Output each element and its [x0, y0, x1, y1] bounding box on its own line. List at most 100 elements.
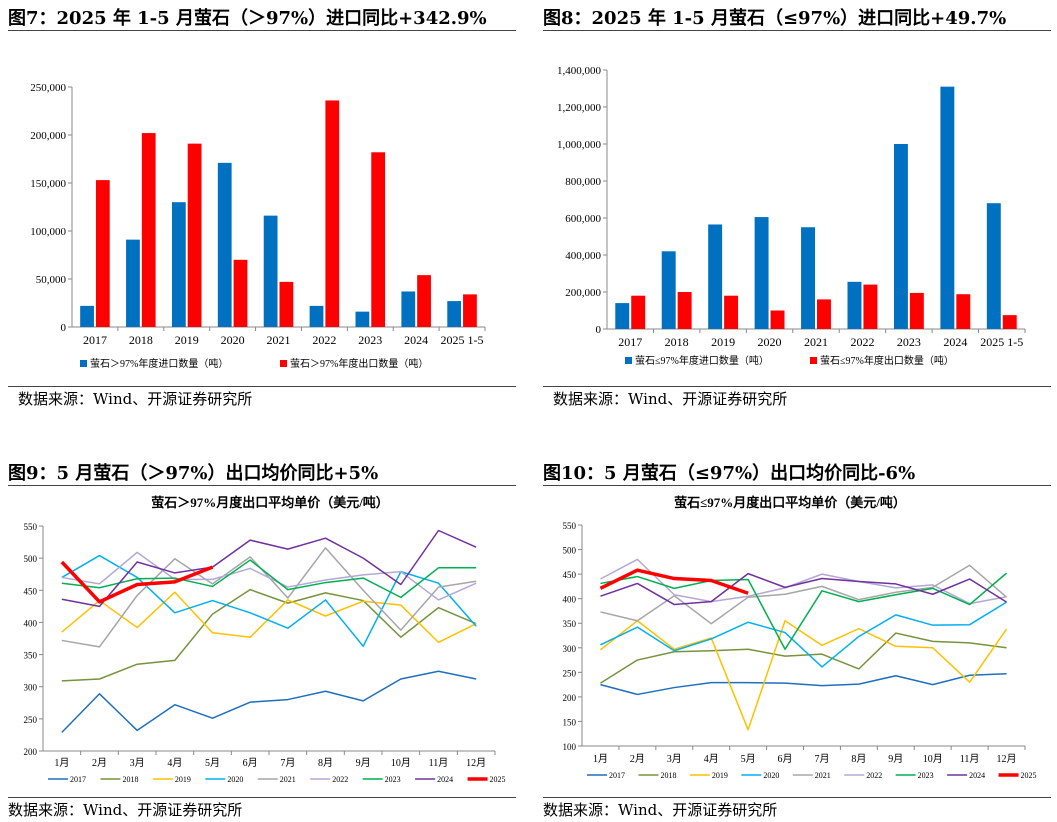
x-tick-label: 2024 — [404, 333, 428, 347]
title-divider — [8, 30, 516, 31]
x-tick-label: 2024 — [943, 335, 967, 349]
bar-萤石＞97%年度进口数量（吨）-2019 — [171, 202, 186, 327]
legend-label: 2025 — [1021, 771, 1037, 780]
chart-0: 0 50,000 100,000 150,000 200,000 250,000 2017 2… — [30, 82, 486, 370]
bar-萤石≤97%年度出口数量（吨）-2023 — [909, 292, 924, 329]
bar-萤石≤97%年度进口数量（吨）-2018 — [661, 251, 676, 329]
bar-萤石≤97%年度进口数量（吨）-2021 — [801, 227, 815, 329]
chart-2: 萤石＞97%月度出口平均单价（美元/吨） 200 250 300 350 400 450 50… — [24, 495, 506, 784]
legend-label: 2024 — [437, 775, 453, 784]
chart-title: 萤石＞97%月度出口平均单价（美元/吨） — [151, 495, 389, 510]
x-tick-label: 10月 — [923, 753, 943, 765]
series-line-2025 — [60, 560, 214, 604]
legend-label: 2023 — [918, 771, 934, 780]
bar-萤石＞97%年度进口数量（吨）-2024 — [401, 291, 416, 327]
bar-萤石＞97%年度进口数量（吨）-2023 — [355, 311, 370, 327]
bar-萤石≤97%年度进口数量（吨）-2024 — [940, 86, 955, 330]
y-tick-label: 250 — [563, 668, 577, 678]
y-tick-label: 250,000 — [30, 82, 66, 94]
figure-10-source: 数据来源：Wind、开源证券研究所 — [543, 801, 778, 819]
y-tick-label: 100 — [563, 742, 577, 752]
x-tick-label: 2月 — [630, 753, 645, 765]
figure-9-source: 数据来源：Wind、开源证券研究所 — [8, 801, 243, 819]
series-line-2021 — [600, 564, 1008, 625]
y-tick-label: 200,000 — [565, 287, 601, 299]
series-line-2023 — [61, 559, 477, 599]
y-tick-label: 800,000 — [565, 176, 601, 188]
bar-萤石≤97%年度出口数量（吨）-2019 — [724, 295, 739, 329]
series-line-2018 — [61, 588, 477, 682]
legend-label: 2024 — [969, 771, 985, 780]
legend-swatch — [80, 360, 87, 367]
bar-萤石≤97%年度进口数量（吨）-2019 — [708, 224, 723, 329]
y-tick-label: 400 — [563, 595, 577, 605]
bar-萤石＞97%年度出口数量（吨）-2024 — [417, 275, 431, 327]
bar-萤石＞97%年度出口数量（吨）-2017 — [95, 180, 110, 327]
bar-萤石≤97%年度出口数量（吨）-2017 — [631, 295, 646, 329]
x-tick-label: 7月 — [814, 753, 829, 765]
y-tick-label: 400 — [24, 618, 38, 628]
y-tick-label: 450 — [24, 586, 38, 596]
y-tick-label: 300 — [563, 644, 577, 654]
legend-label: 2018 — [660, 771, 676, 780]
bar-萤石≤97%年度出口数量（吨）-2024 — [956, 294, 971, 329]
x-tick-label: 1月 — [54, 757, 69, 769]
series-line-2024 — [61, 529, 477, 608]
legend-label: 2025 — [490, 775, 506, 784]
x-tick-label: 1月 — [593, 753, 608, 765]
bar-萤石＞97%年度出口数量（吨）-2021 — [279, 281, 294, 327]
legend-label: 2020 — [763, 771, 779, 780]
legend-label: 2018 — [122, 775, 138, 784]
figure-7-title: 图7：2025 年 1-5 月萤石（＞97%）进口同比+342.9% — [8, 8, 487, 29]
x-tick-label: 8月 — [851, 753, 866, 765]
x-tick-label: 2021 — [804, 335, 828, 349]
series-line-2019 — [61, 591, 477, 644]
x-tick-label: 6月 — [778, 753, 793, 765]
chart-title: 萤石≤97%月度出口平均单价（美元/吨） — [674, 495, 906, 510]
y-tick-label: 1,400,000 — [557, 65, 602, 77]
y-tick-label: 300 — [24, 683, 38, 693]
legend-label: 2019 — [712, 771, 728, 780]
y-tick-label: 250 — [24, 715, 38, 725]
series-line-2018 — [600, 632, 1007, 684]
series-line-2017 — [61, 670, 477, 733]
bar-萤石≤97%年度进口数量（吨）-2022 — [847, 281, 862, 329]
x-tick-label: 2021 — [267, 333, 291, 347]
x-tick-label: 6月 — [243, 757, 258, 769]
y-tick-label: 1,200,000 — [557, 102, 602, 114]
x-tick-label: 12月 — [997, 753, 1017, 765]
x-tick-label: 2025 1-5 — [980, 335, 1023, 349]
x-tick-label: 7月 — [280, 757, 295, 769]
x-tick-label: 2月 — [92, 757, 107, 769]
series-line-2022 — [600, 558, 1007, 605]
x-tick-label: 10月 — [391, 757, 411, 769]
series-line-2020 — [61, 554, 477, 647]
bar-萤石＞97%年度进口数量（吨）-2021 — [263, 215, 278, 327]
y-tick-label: 600,000 — [565, 213, 601, 225]
legend-label: 2022 — [332, 775, 348, 784]
x-tick-label: 4月 — [167, 757, 182, 769]
bar-萤石＞97%年度出口数量（吨）-2019 — [187, 143, 202, 327]
figure-7-source: 数据来源：Wind、开源证券研究所 — [18, 390, 253, 408]
legend-label: 2017 — [70, 775, 86, 784]
bar-萤石＞97%年度出口数量（吨）-2025 1-5 — [463, 294, 477, 327]
bar-萤石＞97%年度进口数量（吨）-2018 — [126, 239, 140, 327]
x-tick-label: 9月 — [888, 753, 903, 765]
x-tick-label: 8月 — [318, 757, 333, 769]
x-tick-label: 3月 — [130, 757, 145, 769]
bar-萤石≤97%年度出口数量（吨）-2021 — [817, 299, 831, 329]
x-tick-label: 2022 — [850, 335, 874, 349]
x-tick-label: 2018 — [129, 333, 153, 347]
legend-label: 萤石＞97%年度出口数量（吨） — [290, 357, 428, 370]
legend-label: 萤石＞97%年度进口数量（吨） — [90, 357, 228, 370]
legend-label: 2020 — [227, 775, 243, 784]
bar-萤石＞97%年度出口数量（吨）-2020 — [233, 259, 248, 327]
bar-萤石≤97%年度出口数量（吨）-2025 1-5 — [1002, 315, 1017, 329]
x-tick-label: 3月 — [667, 753, 682, 765]
figure-9-title: 图9：5 月萤石（＞97%）出口均价同比+5% — [8, 463, 379, 484]
y-tick-label: 400,000 — [565, 250, 601, 262]
bar-萤石＞97%年度进口数量（吨）-2017 — [80, 305, 94, 327]
figure-8-title: 图8：2025 年 1-5 月萤石（≤97%）进口同比+49.7% — [543, 8, 1007, 29]
x-tick-label: 11月 — [960, 753, 980, 765]
